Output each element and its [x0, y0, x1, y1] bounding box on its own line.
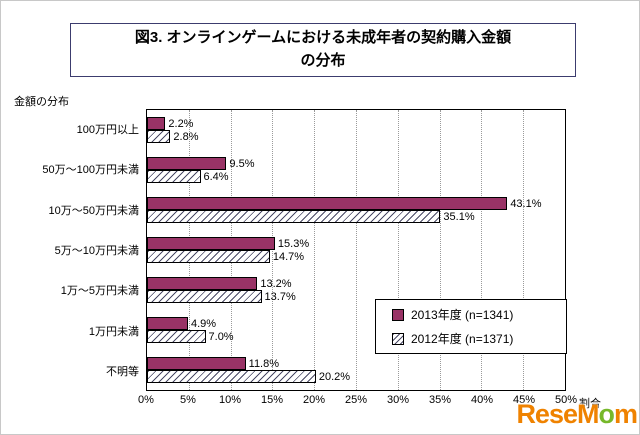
bar-group: 9.5% 6.4% — [147, 150, 565, 190]
legend-item-2013: 2013年度 (n=1341) — [392, 306, 566, 323]
category-label: 5万～10万円未満 — [54, 244, 139, 257]
x-tick-label: 50% — [554, 394, 578, 406]
bars-container: 2.2% 2.8% 9.5% 6.4% 43.1% 35.1% 15.3% 14.7% 13.2… — [147, 110, 565, 390]
chart-title: 図3. オンラインゲームにおける未成年者の契約購入金額 の分布 — [70, 23, 576, 77]
x-tick-label: 0% — [138, 394, 154, 406]
legend-swatch-2012-icon — [392, 332, 404, 345]
gridline — [314, 110, 316, 390]
legend-label-2012: 2012年度 (n=1371) — [411, 332, 514, 346]
bar-2012 — [147, 250, 270, 263]
bar-line-2013: 4.9% — [147, 317, 565, 330]
value-label: 9.5% — [229, 157, 255, 170]
x-tick-label: 45% — [512, 394, 536, 406]
legend-swatch-2013-icon — [392, 308, 404, 321]
value-label: 2.8% — [173, 130, 199, 143]
value-label: 13.2% — [260, 277, 292, 290]
x-tick-label: 30% — [386, 394, 410, 406]
value-label: 35.1% — [443, 210, 475, 223]
bar-line-2012: 7.0% — [147, 330, 565, 343]
watermark-text-1: ReseM — [516, 399, 599, 429]
bar-line-2013: 15.3% — [147, 237, 565, 250]
x-tick-label: 40% — [470, 394, 494, 406]
value-label: 20.2% — [318, 370, 351, 383]
x-tick-label: 20% — [302, 394, 326, 406]
value-label: 7.0% — [208, 330, 234, 343]
x-tick-label: 25% — [344, 394, 368, 406]
bar-line-2012: 2.8% — [147, 130, 565, 143]
bar-line-2012: 13.7% — [147, 290, 565, 303]
bar-line-2013: 9.5% — [147, 157, 565, 170]
x-axis-unit-label: 割合 — [579, 398, 601, 410]
bar-2012 — [147, 130, 171, 143]
value-label: 13.7% — [264, 290, 296, 303]
x-tick-label: 10% — [218, 394, 242, 406]
category-axis: 100万円以上 50万～100万円未満 10万～50万円未満 5万～10万円未満 1万～… — [1, 109, 143, 391]
value-label: 43.1% — [510, 197, 542, 210]
gridline — [481, 110, 483, 390]
bar-group: 15.3% 14.7% — [147, 230, 565, 270]
category-label: 1万～5万円未満 — [60, 285, 139, 298]
legend: 2013年度 (n=1341) 2012年度 (n=1371) — [375, 299, 567, 354]
chart-title-line1: 図3. オンラインゲームにおける未成年者の契約購入金額 — [134, 29, 512, 46]
value-label: 2.2% — [168, 117, 194, 130]
x-tick-label: 35% — [428, 394, 452, 406]
bar-line-2012: 14.7% — [147, 250, 565, 263]
bar-line-2013: 43.1% — [147, 197, 565, 210]
bar-group: 2.2% 2.8% — [147, 110, 565, 150]
bar-2013 — [147, 317, 188, 330]
gridline — [397, 110, 399, 390]
value-label: 15.3% — [277, 237, 310, 250]
bar-line-2013: 13.2% — [147, 277, 565, 290]
x-tick-label: 5% — [180, 394, 196, 406]
value-label: 14.7% — [272, 250, 305, 263]
watermark-text-2: o — [598, 399, 614, 429]
bar-2013 — [147, 357, 246, 370]
y-axis-title: 金額の分布 — [14, 96, 69, 108]
bar-line-2012: 20.2% — [147, 370, 565, 383]
bar-2012 — [147, 290, 262, 303]
bar-line-2012: 35.1% — [147, 210, 565, 223]
gridline — [523, 110, 525, 390]
category-label: 50万～100万円未満 — [42, 164, 139, 177]
category-label: 不明等 — [106, 365, 139, 378]
bar-group: 13.2% 13.7% — [147, 270, 565, 310]
watermark-text-3: m — [613, 399, 638, 429]
bar-2012 — [147, 370, 316, 383]
value-label: 6.4% — [203, 170, 229, 183]
bar-2013 — [147, 237, 275, 250]
bar-group: 43.1% 35.1% — [147, 190, 565, 230]
bar-group: 4.9% 7.0% — [147, 310, 565, 350]
x-axis: 0% 5% 10% 15% 20% 25% 30% 35% 40% 45% 50% — [138, 394, 577, 408]
watermark-resemom: ReseMom — [516, 399, 638, 430]
x-tick-label: 15% — [260, 394, 284, 406]
gridline — [439, 110, 441, 390]
gridline — [272, 110, 274, 390]
bar-group: 11.8% 20.2% — [147, 350, 565, 390]
bar-2013 — [147, 157, 227, 170]
bar-2013 — [147, 197, 508, 210]
bar-line-2013: 2.2% — [147, 117, 565, 130]
bar-line-2013: 11.8% — [147, 357, 565, 370]
legend-label-2013: 2013年度 (n=1341) — [411, 308, 514, 322]
value-label: 4.9% — [190, 317, 217, 330]
bar-2012 — [147, 170, 201, 183]
category-label: 1万円未満 — [88, 325, 139, 338]
value-label: 11.8% — [248, 357, 280, 370]
category-label: 100万円以上 — [76, 124, 139, 137]
bar-2013 — [147, 277, 258, 290]
bar-2012 — [147, 330, 206, 343]
bar-2013 — [147, 117, 166, 130]
legend-item-2012: 2012年度 (n=1371) — [392, 330, 566, 347]
plot-area: 2.2% 2.8% 9.5% 6.4% 43.1% 35.1% 15.3% 14.7% 13.2… — [146, 109, 566, 391]
category-label: 10万～50万円未満 — [48, 204, 139, 217]
gridline — [356, 110, 357, 390]
bar-2012 — [147, 210, 441, 223]
chart-title-line2: の分布 — [300, 51, 346, 69]
bar-line-2012: 6.4% — [147, 170, 565, 183]
